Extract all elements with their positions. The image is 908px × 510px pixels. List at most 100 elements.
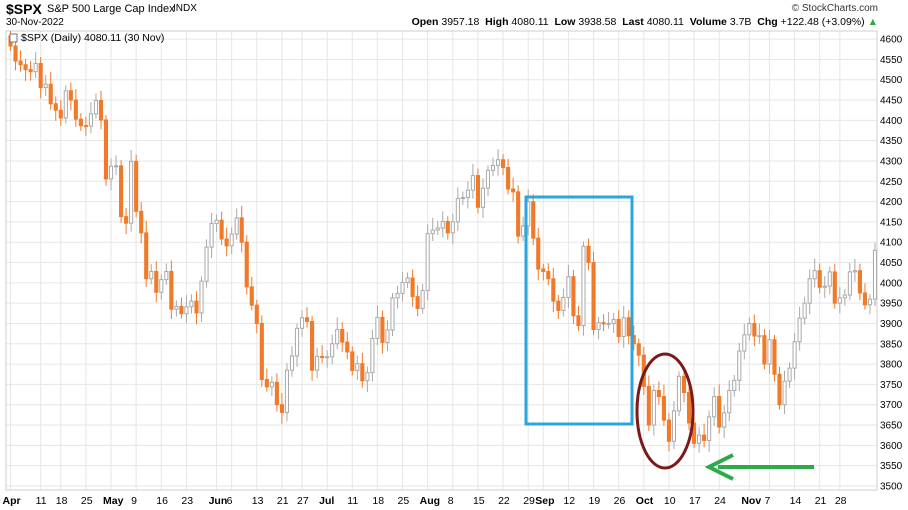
candle-body bbox=[53, 103, 58, 111]
candle-body bbox=[365, 372, 370, 382]
candle-body bbox=[757, 335, 762, 338]
candle-body bbox=[686, 392, 692, 424]
candle-body bbox=[671, 410, 677, 442]
candle-body bbox=[485, 169, 491, 189]
candle-body bbox=[440, 221, 445, 229]
candle-body bbox=[390, 297, 395, 331]
candle-body bbox=[103, 119, 109, 180]
candle-body bbox=[842, 294, 847, 299]
high-value: 4080.11 bbox=[511, 16, 549, 28]
candle-body bbox=[611, 318, 616, 324]
candle-body bbox=[229, 233, 234, 247]
x-tick-label: Apr bbox=[3, 495, 21, 507]
candle-body bbox=[722, 412, 727, 428]
candle-body bbox=[435, 227, 440, 231]
candle-body bbox=[124, 216, 129, 224]
x-tick-label: 15 bbox=[473, 495, 485, 507]
candle-body bbox=[626, 317, 631, 337]
y-tick-label: 3750 bbox=[880, 380, 903, 391]
low-label: Low bbox=[554, 16, 576, 28]
candle-body bbox=[375, 316, 380, 339]
candle-body bbox=[697, 434, 702, 444]
candle-body bbox=[847, 271, 852, 296]
candle-body bbox=[852, 270, 857, 273]
y-tick-label: 4250 bbox=[880, 177, 903, 188]
candle-body bbox=[264, 379, 269, 388]
y-tick-label: 4600 bbox=[880, 35, 903, 46]
candle-body bbox=[315, 355, 320, 371]
y-tick-label: 4050 bbox=[880, 258, 903, 269]
candle-body bbox=[787, 367, 792, 382]
y-axis: 3500 3550 3600 3650 3700 3750 3800 3850 3900 3950… bbox=[880, 35, 903, 493]
legend: $SPX (Daily) 4080.11 (30 Nov) bbox=[9, 32, 164, 44]
candle-body bbox=[83, 125, 88, 128]
candle-body bbox=[395, 292, 400, 299]
candle-body bbox=[169, 270, 174, 310]
candle-body bbox=[209, 223, 214, 248]
y-tick-label: 3650 bbox=[880, 421, 903, 432]
candle-body bbox=[561, 296, 566, 311]
candle-body bbox=[274, 381, 279, 406]
candle-body bbox=[747, 322, 752, 336]
candle-body bbox=[511, 188, 516, 193]
candle-body bbox=[294, 327, 300, 357]
y-tick-label: 4200 bbox=[880, 197, 903, 208]
highlight-box bbox=[524, 195, 634, 426]
x-tick-label: 19 bbox=[589, 495, 601, 507]
candle-body bbox=[621, 317, 626, 337]
x-tick-label: 18 bbox=[56, 495, 68, 507]
x-tick-label: Aug bbox=[420, 495, 440, 507]
candle-body bbox=[707, 416, 712, 441]
x-tick-label: May bbox=[103, 495, 124, 507]
change-value: +122.48 (+3.09%) bbox=[780, 16, 865, 28]
candle-body bbox=[63, 90, 68, 119]
candle-body bbox=[204, 246, 209, 282]
candle-body bbox=[425, 233, 430, 292]
y-tick-label: 4150 bbox=[880, 217, 903, 228]
x-tick-label: 25 bbox=[81, 495, 93, 507]
candle-body bbox=[460, 197, 465, 200]
candle-body bbox=[78, 118, 83, 127]
candle-body bbox=[194, 300, 199, 314]
candle-body bbox=[802, 302, 807, 319]
candle-body bbox=[98, 99, 104, 121]
x-tick-label: 8 bbox=[448, 495, 454, 507]
candle-body bbox=[224, 238, 229, 247]
candle-body bbox=[310, 320, 315, 371]
candle-body bbox=[430, 229, 435, 235]
candle-body bbox=[420, 290, 425, 309]
candle-body bbox=[325, 356, 330, 359]
candle-body bbox=[606, 322, 611, 325]
y-tick-label: 4550 bbox=[880, 55, 903, 66]
candle-body bbox=[516, 191, 521, 237]
candle-body bbox=[254, 304, 259, 324]
candle-body bbox=[782, 380, 787, 406]
green-arrow-head bbox=[704, 453, 734, 481]
candle-body bbox=[551, 278, 556, 302]
candle-body bbox=[304, 317, 310, 322]
candle-body bbox=[752, 322, 757, 337]
candle-body bbox=[330, 343, 335, 358]
candle-body bbox=[164, 270, 169, 281]
candle-body bbox=[58, 109, 63, 119]
y-tick-label: 4300 bbox=[880, 156, 903, 167]
volume-value: 3.7B bbox=[729, 16, 752, 28]
x-tick-label: 9 bbox=[131, 495, 137, 507]
candle-body bbox=[299, 317, 305, 329]
candle-body bbox=[144, 232, 149, 280]
x-tick-label: 28 bbox=[835, 495, 847, 507]
candle-body bbox=[601, 322, 606, 325]
candle-body bbox=[335, 329, 340, 345]
candle-body bbox=[536, 237, 541, 270]
candle-body bbox=[651, 389, 656, 426]
candle-body bbox=[43, 83, 48, 88]
candle-body bbox=[320, 355, 325, 359]
candle-body bbox=[591, 262, 596, 331]
highlight-ellipse bbox=[635, 352, 695, 470]
candle-body bbox=[666, 419, 671, 442]
candle-body bbox=[495, 159, 501, 166]
candle-body bbox=[239, 217, 244, 243]
legend-swatch bbox=[9, 33, 18, 43]
candle-body bbox=[546, 270, 551, 280]
